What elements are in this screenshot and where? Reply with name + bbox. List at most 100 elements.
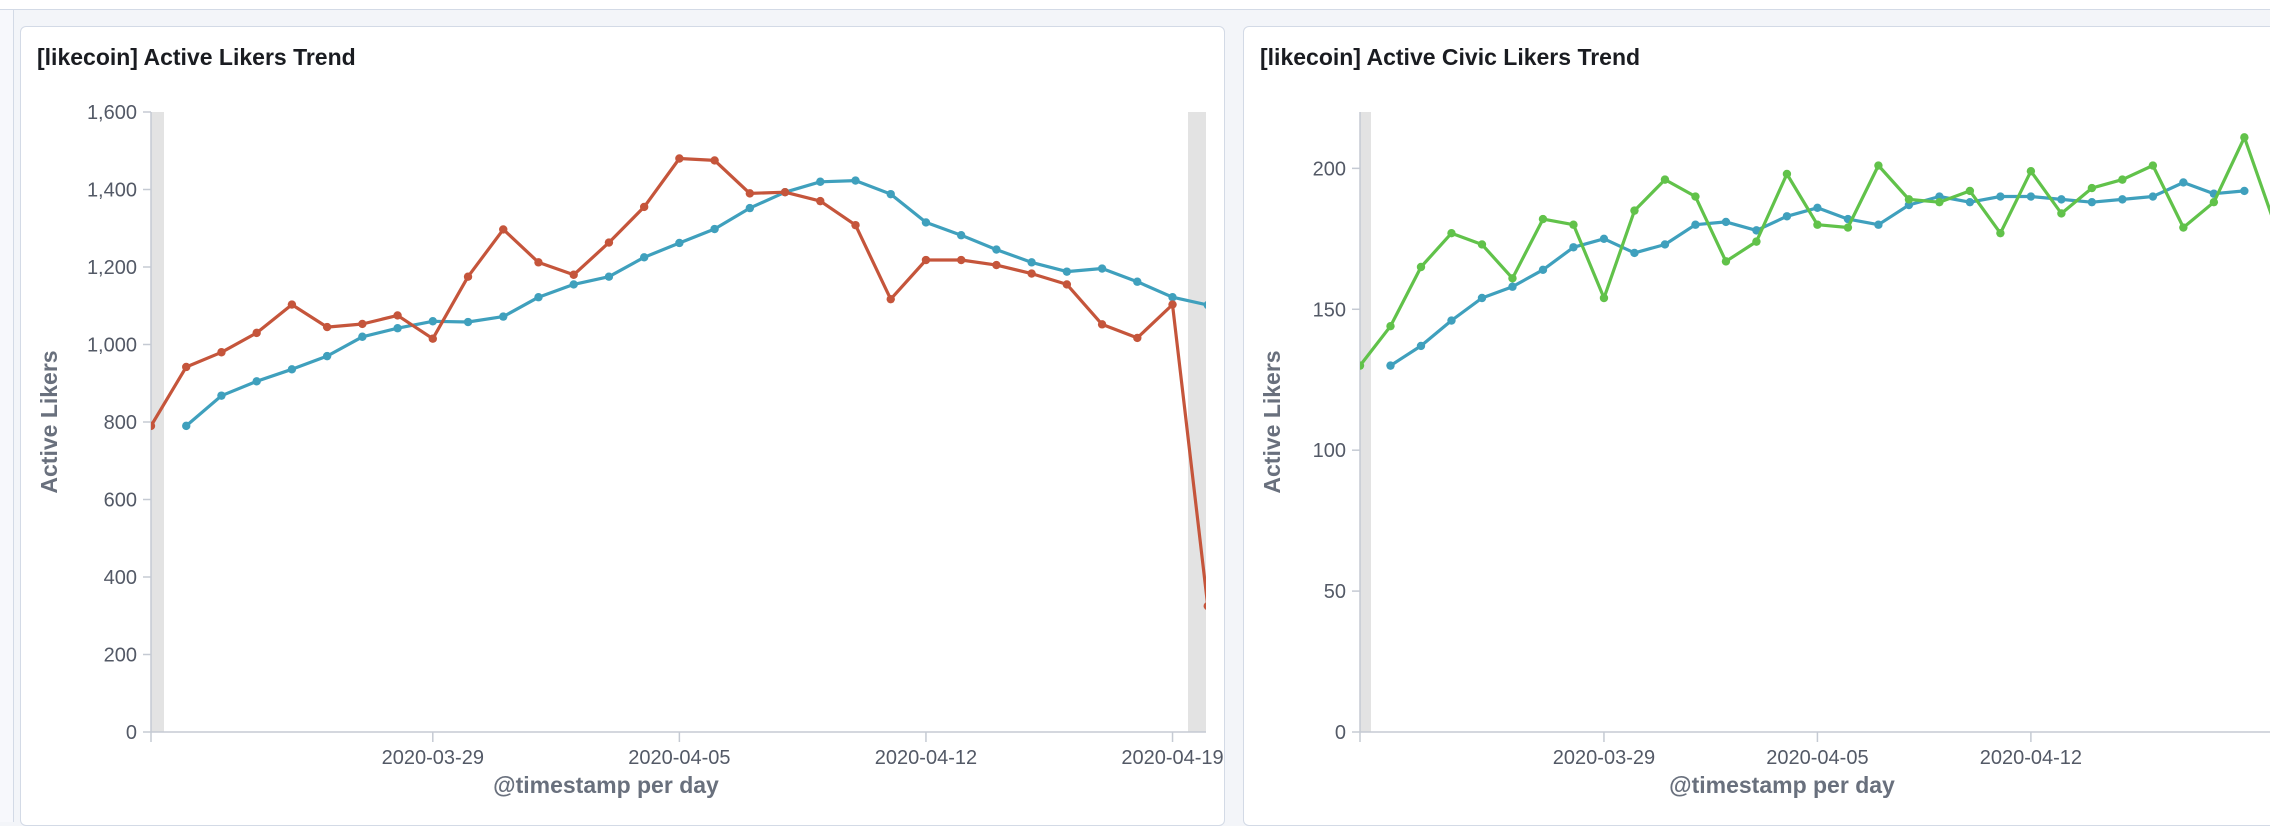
data-point[interactable] <box>393 311 402 320</box>
data-point[interactable] <box>569 270 578 279</box>
data-point[interactable] <box>1721 257 1731 266</box>
data-point[interactable] <box>463 317 473 327</box>
data-point[interactable] <box>1691 192 1700 201</box>
data-point[interactable] <box>921 218 931 227</box>
data-point[interactable] <box>182 362 191 372</box>
data-point[interactable] <box>1813 203 1822 213</box>
data-point[interactable] <box>1965 197 1975 207</box>
data-point[interactable] <box>428 317 438 326</box>
data-point[interactable] <box>1996 228 2005 238</box>
data-point[interactable] <box>1813 220 1822 229</box>
data-point[interactable] <box>147 421 156 431</box>
data-point[interactable] <box>1904 195 1914 204</box>
data-point[interactable] <box>1133 333 1142 343</box>
data-point[interactable] <box>2240 186 2249 196</box>
data-point[interactable] <box>2118 175 2127 184</box>
data-point[interactable] <box>1569 220 1578 229</box>
data-point[interactable] <box>886 294 895 304</box>
data-point[interactable] <box>287 300 297 309</box>
data-point[interactable] <box>1416 341 1426 351</box>
data-point[interactable] <box>1538 214 1548 224</box>
data-point[interactable] <box>675 238 684 248</box>
data-point[interactable] <box>675 154 684 163</box>
data-point[interactable] <box>534 293 543 302</box>
data-point[interactable] <box>604 272 614 281</box>
data-point[interactable] <box>1416 262 1426 272</box>
data-point[interactable] <box>2179 223 2188 232</box>
data-point[interactable] <box>1691 220 1700 229</box>
data-point[interactable] <box>1386 361 1395 370</box>
data-point[interactable] <box>1477 293 1487 303</box>
data-point[interactable] <box>322 322 332 332</box>
data-point[interactable] <box>1062 280 1072 289</box>
data-point[interactable] <box>1569 243 1578 252</box>
data-point[interactable] <box>499 312 508 321</box>
data-point[interactable] <box>780 188 790 197</box>
data-point[interactable] <box>1133 277 1142 286</box>
data-point[interactable] <box>921 255 931 265</box>
data-point[interactable] <box>182 421 191 431</box>
data-point[interactable] <box>358 332 367 341</box>
data-point[interactable] <box>1752 226 1761 235</box>
data-point[interactable] <box>1782 169 1792 179</box>
data-point[interactable] <box>639 202 649 212</box>
data-point[interactable] <box>851 220 860 230</box>
data-point[interactable] <box>851 176 860 185</box>
data-point[interactable] <box>1203 602 1212 610</box>
data-point[interactable] <box>1599 293 1609 303</box>
data-point[interactable] <box>358 319 367 329</box>
data-point[interactable] <box>1599 234 1609 244</box>
data-point[interactable] <box>2240 133 2249 142</box>
data-point[interactable] <box>956 231 966 240</box>
data-point[interactable] <box>1874 220 1883 229</box>
data-point[interactable] <box>745 189 755 198</box>
data-point[interactable] <box>1996 192 2005 201</box>
data-point[interactable] <box>1097 320 1107 329</box>
data-point[interactable] <box>1874 161 1883 170</box>
data-point[interactable] <box>217 348 226 357</box>
data-point[interactable] <box>2179 178 2188 187</box>
data-point[interactable] <box>956 255 966 265</box>
data-point[interactable] <box>534 258 543 267</box>
data-point[interactable] <box>1386 321 1395 331</box>
data-point[interactable] <box>1630 248 1639 258</box>
data-point[interactable] <box>1447 316 1456 325</box>
data-point[interactable] <box>1203 301 1212 309</box>
data-point[interactable] <box>886 189 895 199</box>
data-point[interactable] <box>1356 361 1365 370</box>
data-point[interactable] <box>2118 195 2127 204</box>
data-point[interactable] <box>992 260 1001 270</box>
data-point[interactable] <box>1168 293 1177 302</box>
data-point[interactable] <box>499 225 508 234</box>
data-point[interactable] <box>2087 197 2097 207</box>
data-point[interactable] <box>710 224 719 234</box>
data-point[interactable] <box>1538 265 1548 275</box>
data-point[interactable] <box>1508 282 1517 291</box>
data-point[interactable] <box>1508 274 1517 283</box>
data-point[interactable] <box>1935 197 1944 207</box>
data-point[interactable] <box>569 280 578 289</box>
data-point[interactable] <box>1027 258 1036 267</box>
data-point[interactable] <box>1660 240 1670 249</box>
data-point[interactable] <box>639 253 649 262</box>
data-point[interactable] <box>428 334 438 343</box>
data-point[interactable] <box>1477 240 1487 249</box>
data-point[interactable] <box>2148 192 2158 201</box>
data-point[interactable] <box>393 324 402 333</box>
data-point[interactable] <box>2057 209 2066 218</box>
data-point[interactable] <box>252 377 261 386</box>
data-point[interactable] <box>322 351 332 361</box>
data-point[interactable] <box>1752 237 1761 246</box>
data-point[interactable] <box>1062 267 1072 276</box>
data-point[interactable] <box>604 238 614 247</box>
data-point[interactable] <box>463 272 473 281</box>
data-point[interactable] <box>1027 269 1036 278</box>
data-point[interactable] <box>710 156 719 165</box>
data-point[interactable] <box>816 196 825 206</box>
data-point[interactable] <box>992 245 1001 254</box>
data-point[interactable] <box>2026 192 2036 201</box>
data-point[interactable] <box>1660 175 1670 184</box>
data-point[interactable] <box>1782 212 1792 221</box>
data-point[interactable] <box>287 365 297 374</box>
data-point[interactable] <box>2087 183 2097 193</box>
